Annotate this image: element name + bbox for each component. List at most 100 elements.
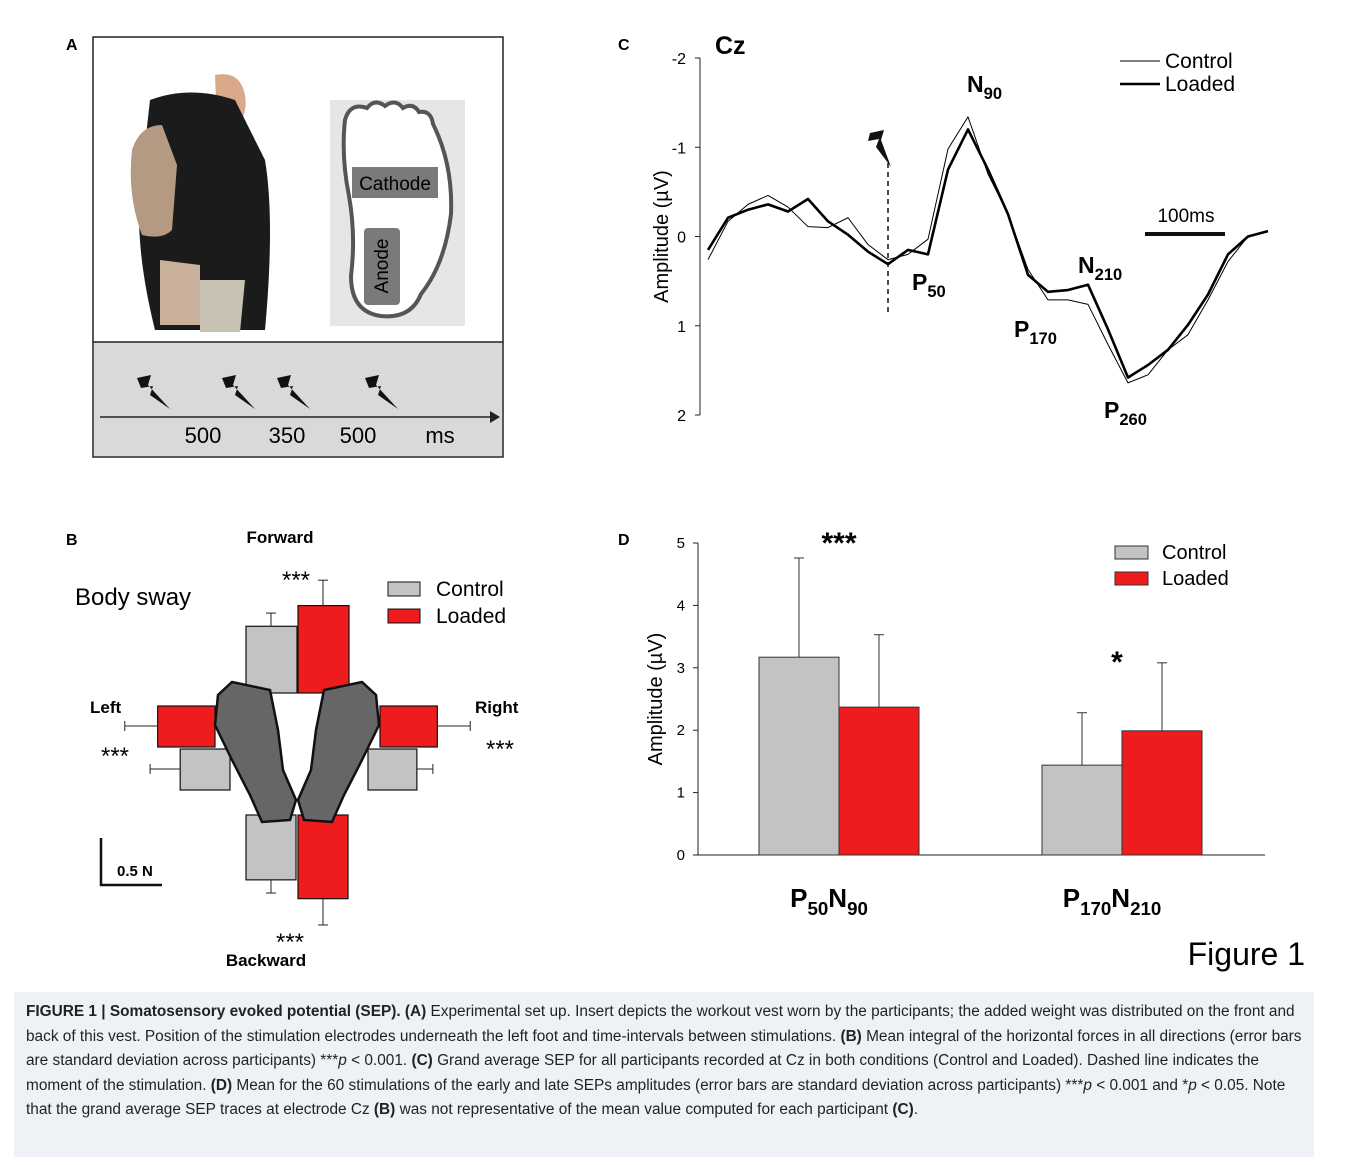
label-part: 90 [984,84,1002,103]
error-bar [416,764,434,774]
label-part: P [790,883,807,913]
caption-text: was not representative of the mean value… [395,1101,893,1118]
scale-bar-label: 0.5 N [117,863,153,880]
caption-text: p [1188,1076,1197,1094]
scale-bar [99,838,162,887]
significance: *** [282,567,310,594]
electrode-label: Anode [372,239,393,294]
caption-text: . [913,1101,919,1118]
label-part: 260 [1119,410,1147,429]
error-bar [124,721,158,731]
label-part: P [1014,316,1029,342]
legend-swatch [387,608,421,624]
caption-text: (C) [411,1052,433,1069]
bar [297,814,349,900]
significance: *** [101,743,129,770]
y-tick-label: 0 [677,847,685,864]
peak-label: N210 [1078,252,1122,284]
error-bar [266,879,276,894]
interval-label: 350 [269,423,306,448]
caption-text: < 0.001. [346,1052,412,1069]
caption-text: p [338,1052,347,1069]
panel-letter: D [618,532,630,549]
panel-letter: C [618,37,630,54]
bar [245,625,298,694]
bar [1041,764,1123,856]
direction-label: Backward [226,951,306,970]
caption-text: p [1083,1076,1092,1094]
panel-letter: B [66,532,78,549]
label-part: P [1104,397,1119,423]
error-bar [1157,662,1167,731]
direction-label: Forward [246,528,313,547]
error-bar [318,898,328,926]
bar [758,656,840,856]
caption-text: Experimental set up. Insert depicts the … [26,1003,1295,1045]
bar [297,604,350,694]
label-part: 170 [1080,898,1111,919]
stimulus-bolt [868,130,891,167]
bar [179,748,231,791]
legend-swatch [387,581,421,597]
legend-swatch [1114,545,1149,560]
caption-text: < 0.05. Note that the grand average SEP … [26,1076,1286,1119]
caption-text: < 0.001 and * [1091,1076,1189,1094]
label-part: P [912,269,927,295]
chart-title: Body sway [75,584,191,611]
label-part: N [1078,252,1095,278]
panel-a-art [92,36,504,458]
label-part: 50 [807,898,828,919]
significance: *** [486,736,514,763]
caption-text: (C) [892,1101,914,1118]
y-tick-label: -2 [672,51,686,68]
significance: * [1111,646,1123,679]
caption-text: Grand average SEP for all participants r… [26,1052,1259,1094]
legend-label: Loaded [1162,568,1229,590]
bar [367,748,418,791]
significance: *** [821,527,856,560]
chart-title: Cz [715,32,746,60]
x-tick-label: P170N210 [1063,883,1162,919]
direction-label: Right [475,698,519,717]
y-tick-label: 3 [677,660,685,677]
y-tick-label: 5 [677,535,685,552]
error-bar [149,764,181,774]
label-part: 170 [1029,329,1057,348]
label-part: 210 [1095,265,1123,284]
y-tick-label: 1 [677,785,685,802]
y-tick-label: 2 [677,408,686,425]
interval-label: 500 [340,423,377,448]
x-tick-label: P50N90 [790,883,868,919]
y-axis-label: Amplitude (µV) [645,633,667,766]
figure-label: Figure 1 [1188,936,1305,972]
caption: FIGURE 1 | Somatosensory evoked potentia… [14,992,1314,1157]
trace [707,116,1269,384]
figure: A Cathode Anode 500 350 500 ms Figure 1 … [66,32,1305,972]
caption-text: Mean integral of the horizontal forces i… [26,1027,1302,1070]
caption-text: (B) [373,1101,396,1118]
foot [213,680,298,824]
caption-text: FIGURE 1 | Somatosensory evoked potentia… [26,1003,427,1020]
legend-swatch [1114,571,1149,586]
legend-label: Control [1162,542,1226,564]
y-tick-label: 4 [677,597,685,614]
foot [296,680,381,824]
label-part: 210 [1130,898,1161,919]
y-tick-label: -1 [672,140,686,157]
scale-bar-label: 100ms [1157,206,1214,227]
error-bar [437,721,471,731]
bar [379,705,438,748]
label-part: N [828,883,847,913]
error-bar [794,557,804,658]
legend-label: Control [1165,50,1233,73]
label-part: N [1111,883,1130,913]
legend-label: Loaded [1165,73,1235,96]
panel-letter: A [66,37,78,54]
error-bar [1077,712,1087,766]
peak-label: N90 [967,71,1002,103]
y-tick-label: 2 [677,722,685,739]
caption-text: (B) [840,1027,862,1045]
bar [157,705,216,748]
peak-label: P260 [1104,397,1147,429]
